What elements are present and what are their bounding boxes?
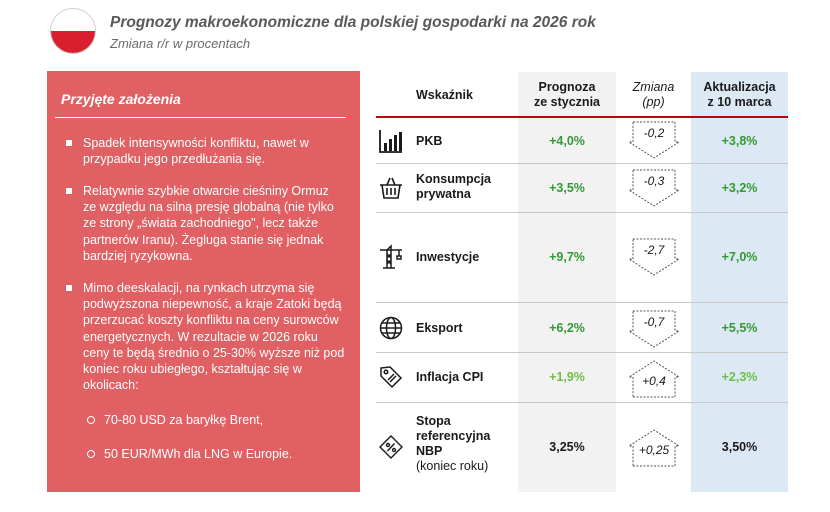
- percent-document-icon: [378, 434, 404, 460]
- assumptions-divider: [55, 117, 346, 118]
- row-divider: [376, 302, 788, 303]
- assumption-sub-item: 50 EUR/MWh dla LNG w Europie.: [87, 446, 292, 462]
- bar-chart-icon: [378, 128, 404, 154]
- update-value: +3,2%: [721, 181, 758, 195]
- assumption-bullet: Mimo deeskalacji, na rynkach utrzyma się…: [66, 280, 345, 393]
- change-value: +0,25: [638, 443, 670, 457]
- header-forecast: Prognoza ze stycznia: [533, 80, 600, 109]
- globe-icon: [378, 315, 404, 341]
- square-bullet-icon: [66, 140, 72, 146]
- update-value: +3,8%: [721, 134, 758, 148]
- page-title: Prognozy makroekonomiczne dla polskiej g…: [110, 14, 596, 31]
- forecast-value: +4,0%: [549, 134, 585, 148]
- row-divider: [376, 402, 788, 403]
- header-divider: [376, 116, 788, 118]
- row-label-inflation: Inflacja CPI: [416, 370, 484, 384]
- header-indicator: Wskaźnik: [416, 88, 473, 102]
- forecast-value: +3,5%: [549, 181, 585, 195]
- assumption-sub-item: 70-80 USD za baryłkę Brent,: [87, 412, 263, 428]
- update-value: 3,50%: [721, 440, 758, 454]
- shopping-basket-icon: [378, 175, 404, 201]
- price-tag-icon: [378, 364, 404, 390]
- forecast-column-background: [518, 72, 616, 492]
- assumptions-panel: Przyjęte założenia Spadek intensywności …: [47, 71, 360, 492]
- update-value: +2,3%: [721, 370, 758, 384]
- change-value: -0,7: [643, 315, 665, 329]
- update-value: +5,5%: [721, 321, 758, 335]
- row-label-investments: Inwestycje: [416, 250, 480, 264]
- change-value: -2,7: [643, 243, 665, 257]
- change-up-arrow: +0,25: [627, 428, 681, 468]
- change-up-arrow: +0,4: [627, 359, 681, 399]
- row-label-reference-rate: Stopa referencyjna NBP (koniec roku): [416, 414, 491, 473]
- change-value: -0,2: [643, 126, 665, 140]
- row-divider: [376, 163, 788, 164]
- change-down-arrow: -0,7: [627, 309, 681, 349]
- row-divider: [376, 212, 788, 213]
- forecast-value: 3,25%: [549, 440, 585, 454]
- forecast-value: +9,7%: [549, 250, 585, 264]
- polish-flag-icon: [50, 8, 96, 54]
- change-down-arrow: -2,7: [627, 237, 681, 277]
- change-value: +0,4: [642, 374, 666, 388]
- circle-bullet-icon: [87, 416, 95, 424]
- square-bullet-icon: [66, 188, 72, 194]
- crane-icon: [378, 244, 404, 270]
- assumption-bullet: Relatywnie szybkie otwarcie cieśniny Orm…: [66, 183, 345, 264]
- forecast-value: +1,9%: [549, 370, 585, 384]
- circle-bullet-icon: [87, 450, 95, 458]
- header-change: Zmiana (pp): [632, 80, 675, 109]
- update-value: +7,0%: [721, 250, 758, 264]
- row-label-consumption: Konsumpcja prywatna: [416, 172, 492, 201]
- update-column-background: [691, 72, 788, 492]
- row-divider: [376, 352, 788, 353]
- assumption-bullet: Spadek intensywności konfliktu, nawet w …: [66, 135, 345, 167]
- row-label-pkb: PKB: [416, 134, 443, 148]
- square-bullet-icon: [66, 285, 72, 291]
- change-down-arrow: -0,2: [627, 120, 681, 160]
- forecast-value: +6,2%: [549, 321, 585, 335]
- assumptions-title: Przyjęte założenia: [61, 91, 181, 107]
- change-value: -0,3: [643, 174, 665, 188]
- row-label-export: Eksport: [416, 321, 463, 335]
- page-subtitle: Zmiana r/r w procentach: [110, 36, 251, 51]
- header-update: Aktualizacja z 10 marca: [703, 80, 776, 109]
- change-down-arrow: -0,3: [627, 168, 681, 208]
